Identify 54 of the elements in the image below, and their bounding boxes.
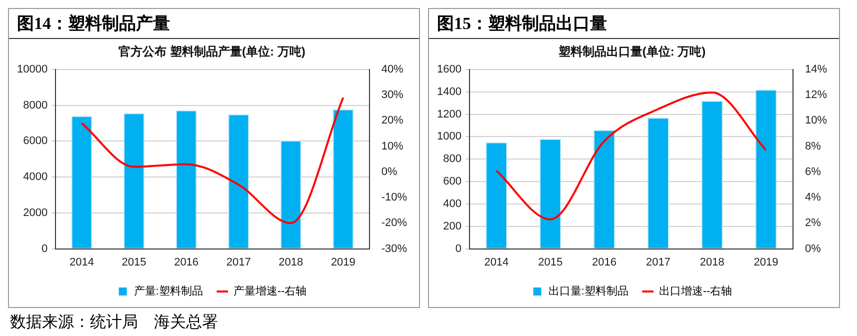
y2-tick-label: -20% [381, 217, 408, 230]
x-tick-label: 2016 [174, 256, 199, 268]
y-tick-label: 600 [443, 176, 462, 188]
y-tick-label: 800 [443, 153, 462, 166]
y-tick-label: 1400 [436, 86, 462, 98]
x-tick-label: 2017 [646, 256, 670, 268]
x-tick-label: 2018 [278, 256, 304, 268]
y-tick-label: 4000 [23, 171, 48, 184]
chart-subtitle: 官方公布 塑料制品产量(单位: 万吨) [118, 44, 306, 59]
chart-title: 图15：塑料制品出口量 [429, 9, 839, 39]
x-tick-label: 2019 [754, 256, 778, 268]
y2-tick-label: 4% [804, 192, 822, 204]
y-tick-label: 1200 [436, 108, 462, 120]
y-tick-label: 8000 [23, 99, 48, 112]
y2-tick-label: 0% [804, 242, 822, 255]
y-tick-label: 10000 [16, 63, 48, 76]
y-tick-label: 400 [443, 198, 462, 210]
y2-tick-label: 10% [804, 114, 828, 127]
x-tick-label: 2014 [484, 256, 509, 268]
chart-title: 图14：塑料制品产量 [9, 9, 419, 39]
y-tick-label: 0 [41, 242, 48, 255]
y2-tick-label: 40% [381, 63, 404, 76]
source-note: 数据来源：统计局 海关总署 [9, 312, 219, 333]
y2-tick-label: -10% [381, 192, 408, 204]
line-series [495, 91, 768, 220]
x-tick-label: 2019 [330, 256, 356, 268]
legend-label: 产量:塑料制品 [134, 284, 203, 298]
x-tick-label: 2015 [122, 256, 146, 268]
x-tick-label: 2014 [69, 256, 94, 268]
y2-tick-label: 14% [804, 63, 828, 76]
chart-subtitle: 塑料制品出口量(单位: 万吨) [557, 44, 706, 59]
y2-tick-label: -30% [381, 242, 408, 255]
y2-tick-label: 20% [381, 114, 404, 127]
legend-label: 出口量:塑料制品 [548, 284, 628, 298]
y-tick-label: 200 [443, 220, 462, 232]
y2-tick-label: 10% [381, 140, 404, 152]
line-series [80, 96, 344, 224]
y-tick-label: 2000 [23, 206, 48, 219]
x-tick-label: 2018 [700, 256, 724, 268]
y2-tick-label: 8% [804, 140, 822, 152]
y-tick-label: 1000 [436, 130, 462, 143]
y-tick-label: 1600 [436, 63, 462, 76]
legend-label: 出口增速--右轴 [658, 284, 732, 298]
y-tick-label: 0 [455, 242, 462, 255]
x-tick-label: 2017 [226, 256, 251, 268]
legend-label: 产量增速--右轴 [233, 284, 307, 298]
y2-tick-label: 2% [804, 217, 822, 230]
y-tick-label: 6000 [23, 135, 48, 148]
x-tick-label: 2015 [538, 256, 563, 268]
y2-tick-label: 6% [804, 166, 822, 178]
y2-tick-label: 12% [804, 89, 828, 102]
x-tick-label: 2016 [592, 256, 617, 268]
y2-tick-label: 0% [381, 166, 398, 178]
y2-tick-label: 30% [381, 89, 404, 102]
